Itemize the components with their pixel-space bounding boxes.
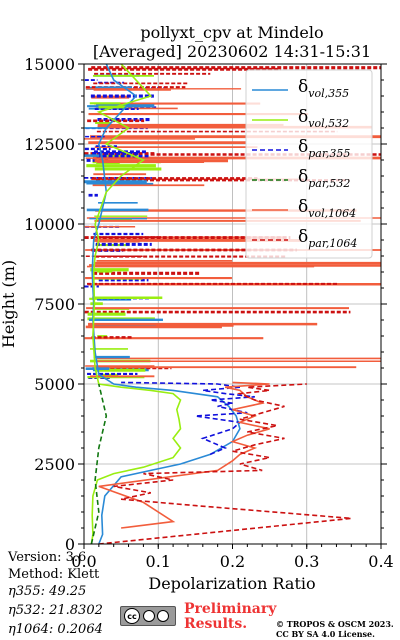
eta1064-text: η1064: 0.2064 (8, 622, 103, 637)
y-tick-label-4: 10000 (24, 215, 75, 234)
x-axis-label: Depolarization Ratio (148, 574, 315, 593)
preliminary-line-1: Preliminary (184, 601, 277, 617)
y-tick-label-1: 2500 (34, 455, 75, 474)
legend-label-vol1064: δvol,1064 (298, 197, 356, 220)
preliminary-line-2: Results. (184, 616, 248, 632)
y-axis-label: Height (m) (0, 260, 18, 348)
version-text: Version: 3.6 (8, 550, 87, 565)
cc-by-sa-icon: cc (120, 606, 176, 626)
x-tick-label-4: 0.4 (368, 552, 393, 571)
series-line-vol355 (91, 64, 241, 544)
legend-label-par355: δpar,355 (298, 137, 350, 160)
copyright-line-1: © TROPOS & OSCM 2023. (276, 619, 394, 629)
x-tick-label-1: 0.1 (146, 552, 171, 571)
legend-label-vol532: δvol,532 (298, 107, 349, 130)
y-tick-label-2: 5000 (34, 375, 75, 394)
y-tick-label-5: 12500 (24, 135, 75, 154)
y-tick-label-3: 7500 (34, 295, 75, 314)
series-layer (90, 64, 352, 544)
method-text: Method: Klett (8, 567, 100, 582)
series-line-vol1064 (98, 381, 270, 529)
series-line-par355 (121, 381, 255, 456)
chart-title: pollyxt_cpv at Mindelo (140, 23, 323, 42)
preliminary-notice: Preliminary Results. (184, 602, 276, 632)
legend-label-par532: δpar,532 (298, 167, 350, 190)
series-line-par1064 (98, 383, 352, 544)
legend: δvol,355 δvol,532 δpar,355 δpar,532 δvol,106… (245, 69, 373, 259)
y-tick-label-0: 0 (65, 535, 75, 554)
axis-ticks: 0.0 0.1 0.2 0.3 0.4 0 2500 5000 7500 10000 12500 15… (24, 55, 394, 571)
legend-label-vol355: δvol,355 (298, 77, 349, 100)
copyright-line-2: CC BY SA 4.0 License. (276, 629, 375, 639)
chart-subtitle: [Averaged] 20230602 14:31-15:31 (93, 42, 371, 61)
legend-box (245, 69, 373, 259)
copyright-notice: © TROPOS & OSCM 2023. CC BY SA 4.0 Licen… (276, 619, 394, 639)
x-tick-label-2: 0.2 (220, 552, 245, 571)
legend-label-par1064: δpar,1064 (298, 227, 357, 250)
y-tick-label-6: 15000 (24, 55, 75, 74)
eta532-text: η532: 21.8302 (8, 603, 103, 618)
series-line-par532 (90, 383, 108, 544)
x-tick-label-3: 0.3 (294, 552, 319, 571)
x-tick-label-0: 0.0 (71, 552, 96, 571)
series-line-vol532 (90, 64, 182, 544)
eta355-text: η355: 49.25 (8, 584, 87, 599)
